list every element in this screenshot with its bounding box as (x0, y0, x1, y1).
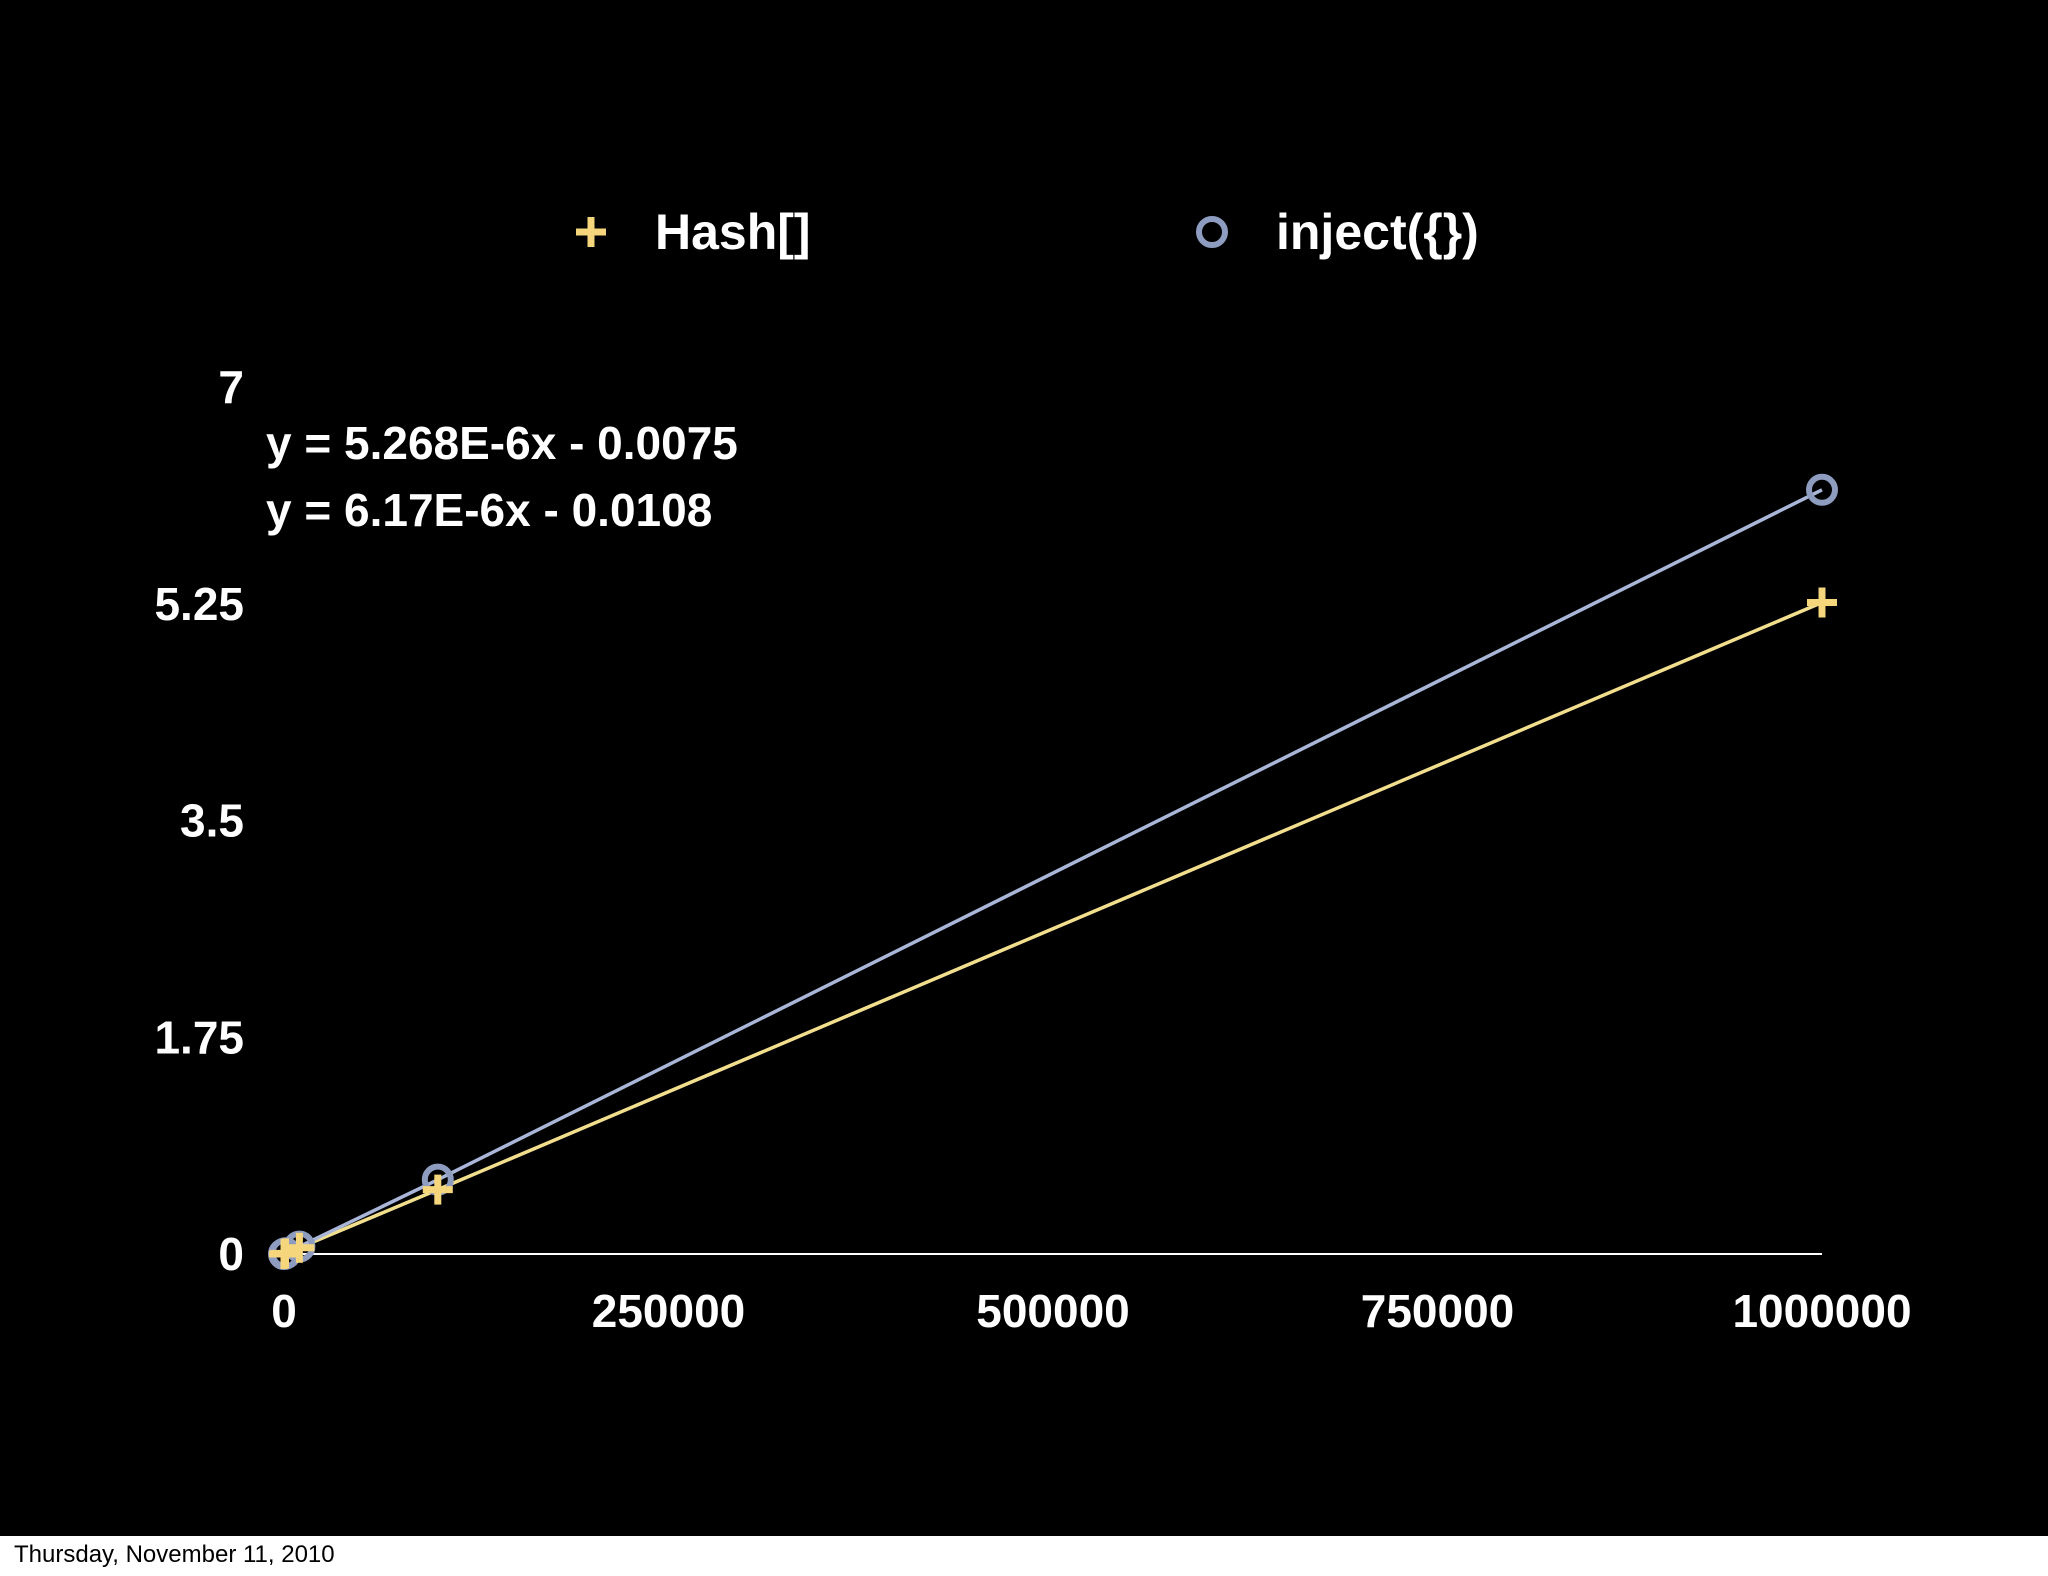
x-tick-label: 250000 (592, 1285, 746, 1337)
legend: Hash[] inject({}) (576, 204, 1479, 260)
data-point (284, 1232, 315, 1263)
legend-marker (576, 217, 606, 247)
footer-date: Thursday, November 11, 2010 (14, 1541, 335, 1568)
slide-background: Hash[] inject({}) y = 5.268E-6x - 0.0075 y… (0, 0, 2048, 1536)
y-tick-label: 7 (218, 361, 244, 413)
y-tick-label: 1.75 (154, 1011, 244, 1063)
data-point (1806, 473, 1838, 506)
trendlines (283, 488, 1823, 1256)
x-tick-label: 750000 (1361, 1285, 1515, 1337)
data-point (270, 1238, 301, 1269)
x-tick-label: 1000000 (1732, 1285, 1911, 1337)
trendline-equation: y = 6.17E-6x - 0.0108 (266, 484, 712, 536)
y-tick-label: 0 (218, 1228, 244, 1280)
scatter-chart: Hash[] inject({}) y = 5.268E-6x - 0.0075y… (154, 204, 1911, 1337)
legend-marker (1196, 216, 1228, 248)
y-tick-label: 3.5 (180, 795, 244, 847)
y-tick-label: 5.25 (154, 578, 244, 630)
data-points (268, 473, 1838, 1270)
legend-label: Hash[] (655, 204, 811, 260)
x-tick-label: 0 (271, 1285, 297, 1337)
data-point (1807, 587, 1837, 618)
trendline-equation: y = 5.268E-6x - 0.0075 (266, 417, 738, 469)
x-tick-label: 500000 (976, 1285, 1130, 1337)
legend-label: inject({}) (1276, 204, 1479, 260)
axes: 0 250000 500000 750000 1000000 0 1.75 3.5 5.25 7 (154, 361, 1911, 1337)
series-line-1 (283, 600, 1823, 1256)
trendline-equations: y = 5.268E-6x - 0.0075 y = 6.17E-6x - 0.0… (266, 417, 738, 536)
data-point (422, 1174, 453, 1205)
series-line-2 (283, 488, 1823, 1256)
